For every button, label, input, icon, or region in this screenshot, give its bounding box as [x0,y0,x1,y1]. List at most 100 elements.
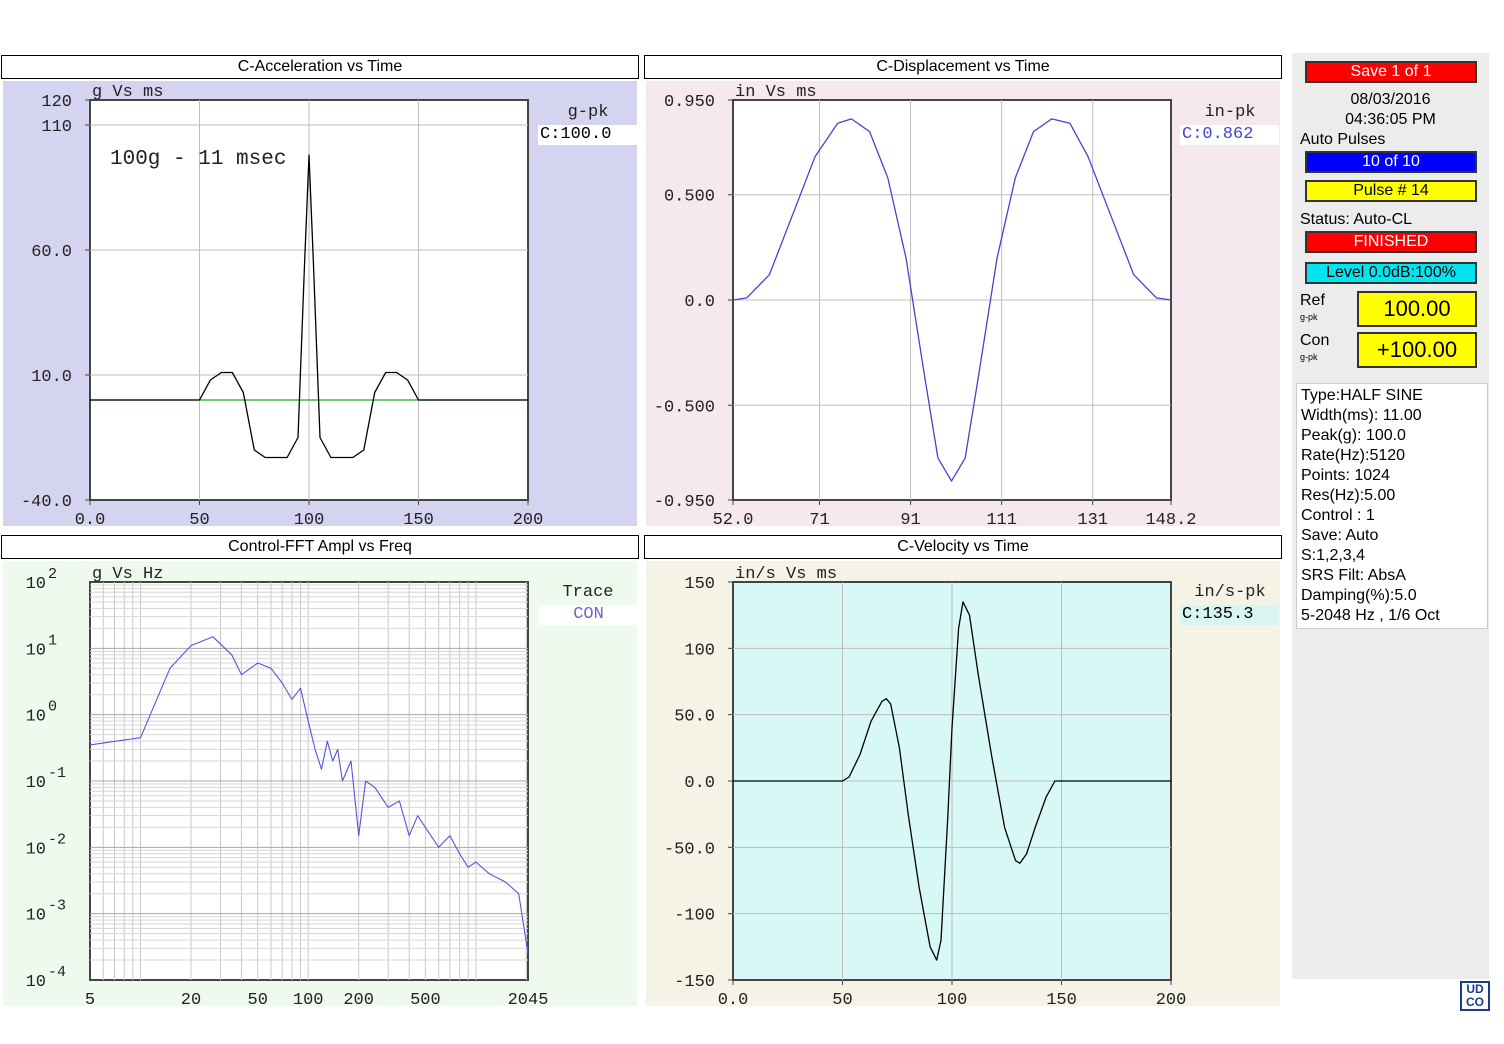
accel-title: C-Acceleration vs Time [1,55,639,79]
y-tick-label: 60.0 [31,243,72,262]
series-line [733,601,1171,961]
x-tick-label: 200 [513,511,544,530]
series-line [89,636,529,954]
y-tick-label-base: 10 [26,641,46,660]
x-tick-label: 500 [410,991,441,1010]
y-tick-label: 150 [684,575,715,594]
y-tick-label-base: 10 [26,840,46,859]
x-tick-label: 131 [1077,511,1108,530]
y-tick-label: 100 [684,641,715,660]
fft-title: Control-FFT Ampl vs Freq [1,535,639,559]
x-tick-label: 150 [403,511,434,530]
y-tick-label-base: 10 [26,907,46,926]
vel-side-value: C:135.3 [1180,605,1279,625]
pulse-number: Pulse # 14 [1305,180,1477,202]
y-tick-label: 110 [41,118,72,137]
unit-label: in/s Vs ms [735,565,837,584]
info-line: Peak(g): 100.0 [1301,427,1406,444]
vel-title: C-Velocity vs Time [644,535,1282,559]
series-line [90,154,528,459]
unit-label: g Vs ms [92,83,163,102]
y-tick-label: 120 [41,93,72,112]
y-tick-label: 0.0 [684,293,715,312]
fft-side-label: Trace [562,583,614,602]
status-date: 08/03/2016 [1350,91,1431,108]
vel-side-label: in/s-pk [1194,583,1266,602]
x-tick-label: 200 [343,991,374,1010]
y-tick-label-exp: 0 [48,699,57,716]
level-badge: Level 0.0dB:100% [1305,262,1477,284]
disp-title: C-Displacement vs Time [644,55,1282,79]
x-tick-label: 50 [248,991,268,1010]
status-text: Status: Auto-CL [1300,211,1413,228]
info-line: SRS Filt: AbsA [1301,567,1406,584]
y-tick-label: 0.0 [684,774,715,793]
y-tick-label-exp: -2 [48,831,66,848]
y-tick-label-exp: -3 [48,898,66,915]
x-tick-label: 100 [293,991,324,1010]
x-tick-label: 0.0 [75,511,106,530]
x-tick-label: 2045 [508,991,549,1010]
udco-logo: UD CO [1460,981,1490,1011]
logo-line: CO [1466,995,1484,1009]
disp-side-value: C:0.862 [1180,125,1279,145]
x-tick-label: 71 [809,511,829,530]
info-line: Type:HALF SINE [1301,387,1423,404]
x-tick-label: 200 [1156,991,1187,1010]
info-line: Control : 1 [1301,507,1375,524]
status-time: 04:36:05 PM [1345,111,1436,128]
y-tick-label: 0.950 [664,93,715,112]
accel-side-value: C:100.0 [538,125,637,145]
x-tick-label: 148.2 [1145,511,1196,530]
y-tick-label-exp: -1 [48,765,66,782]
x-tick-label: 20 [181,991,201,1010]
ref-label: Ref [1300,292,1325,309]
y-tick-label: -0.950 [654,493,715,512]
save-button[interactable]: Save 1 of 1 [1305,61,1477,83]
y-tick-label: -40.0 [21,493,72,512]
y-tick-label: -0.500 [654,398,715,417]
x-tick-label: 111 [986,511,1017,530]
y-tick-label: -50.0 [664,840,715,859]
x-tick-label: 91 [900,511,920,530]
auto-pulses-label: Auto Pulses [1300,131,1386,148]
unit-label: in Vs ms [735,83,817,102]
y-tick-label: -150 [674,973,715,992]
y-tick-label-base: 10 [26,774,46,793]
ref-value: 100.00 [1357,291,1477,327]
logo-line: UD [1466,982,1484,996]
y-tick-label: 0.500 [664,188,715,207]
test-info: Type:HALF SINE Width(ms): 11.00 Peak(g):… [1296,383,1488,629]
x-tick-label: 50 [832,991,852,1010]
info-line: Save: Auto [1301,527,1379,544]
y-tick-label: 10.0 [31,368,72,387]
info-line: Damping(%):5.0 [1301,587,1417,604]
y-tick-label-exp: 1 [48,632,57,649]
y-tick-label-base: 10 [26,575,46,594]
info-line: Rate(Hz):5120 [1301,447,1406,464]
x-tick-label: 100 [294,511,325,530]
accel-side-label: g-pk [567,103,609,122]
finished-badge: FINISHED [1305,231,1477,253]
disp-side-label: in-pk [1204,103,1256,122]
y-tick-label-base: 10 [26,973,46,992]
y-tick-label: 50.0 [674,708,715,727]
x-tick-label: 50 [189,511,209,530]
y-tick-label: -100 [674,907,715,926]
annotation: 100g - 11 msec [110,148,286,171]
con-value: +100.00 [1357,332,1477,368]
x-tick-label: 5 [85,991,95,1010]
info-line: Width(ms): 11.00 [1301,407,1422,424]
info-line: Points: 1024 [1301,467,1390,484]
x-tick-label: 0.0 [718,991,749,1010]
x-tick-label: 100 [937,991,968,1010]
info-line: Res(Hz):5.00 [1301,487,1396,504]
x-tick-label: 52.0 [713,511,754,530]
y-tick-label-exp: 2 [48,566,57,583]
con-label: Con [1300,332,1330,349]
fft-side-value: CON [538,605,637,625]
